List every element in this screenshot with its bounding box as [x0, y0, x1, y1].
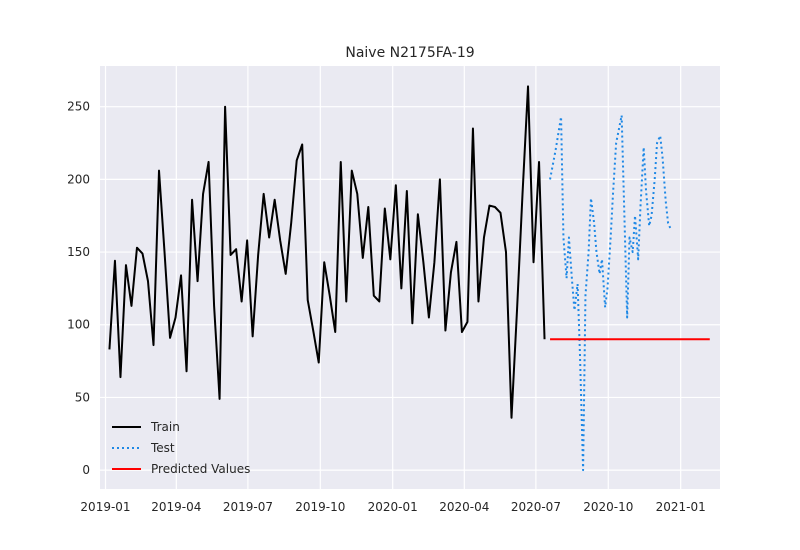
series-test-line — [549, 114, 673, 472]
y-tick-label: 250 — [67, 100, 90, 114]
x-tick-label: 2020-07 — [511, 500, 561, 514]
legend: Train Test Predicted Values — [112, 420, 250, 476]
y-tick-label: 100 — [67, 318, 90, 332]
x-tick-label: 2019-07 — [223, 500, 273, 514]
tick-labels: 0 50 100 150 200 250 2019-01 2019-04 2019-07 2019… — [67, 100, 706, 514]
legend-label-predicted: Predicted Values — [151, 462, 250, 476]
y-tick-label: 0 — [82, 463, 90, 477]
x-tick-label: 2020-10 — [583, 500, 633, 514]
x-tick-label: 2020-04 — [439, 500, 489, 514]
y-tick-label: 50 — [75, 390, 90, 404]
x-tick-label: 2021-01 — [656, 500, 706, 514]
y-tick-label: 150 — [67, 245, 90, 259]
chart-title: Naive N2175FA-19 — [345, 45, 474, 61]
legend-label-test: Test — [150, 441, 175, 455]
series-layer — [108, 85, 710, 472]
legend-label-train: Train — [150, 420, 180, 434]
y-tick-label: 200 — [67, 172, 90, 186]
legend-entry-train: Train — [112, 420, 180, 434]
x-tick-label: 2019-10 — [295, 500, 345, 514]
x-tick-label: 2019-01 — [80, 500, 130, 514]
series-train-line — [108, 85, 546, 419]
x-tick-label: 2019-04 — [151, 500, 201, 514]
legend-entry-test: Test — [112, 441, 175, 455]
grid — [100, 66, 720, 489]
x-tick-label: 2020-01 — [368, 500, 418, 514]
legend-entry-predicted: Predicted Values — [112, 462, 250, 476]
